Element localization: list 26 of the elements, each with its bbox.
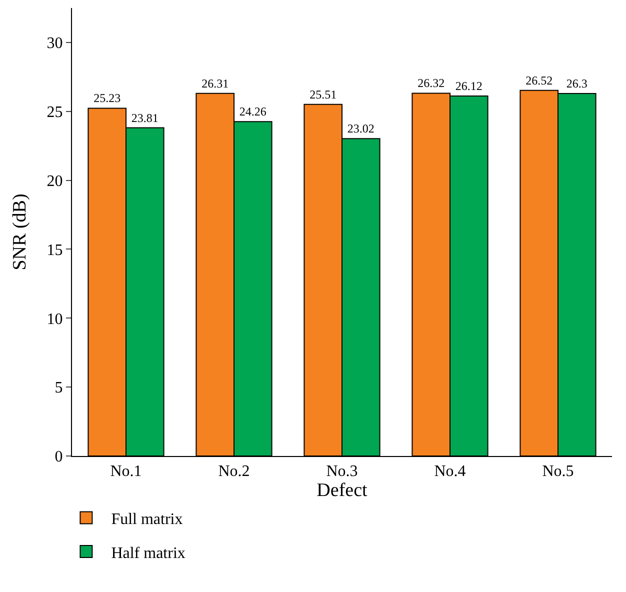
y-tick-label: 25 [46, 104, 63, 121]
y-tick-label: 15 [46, 242, 63, 259]
legend-label: Full matrix [111, 510, 183, 528]
x-tick-label: No.3 [326, 463, 358, 480]
data-label: 23.02 [347, 122, 374, 136]
data-label: 26.52 [526, 73, 553, 88]
x-tick-label: No.4 [434, 463, 466, 480]
x-tick-label: No.1 [110, 463, 142, 480]
y-axis-title: SNR (dB) [10, 194, 31, 270]
x-tick-label: No.5 [542, 463, 574, 480]
y-tick-label: 0 [54, 448, 63, 466]
y-tick-label: 5 [54, 380, 63, 397]
legend-label: Half matrix [111, 544, 186, 562]
data-label: 24.26 [239, 104, 266, 119]
data-label: 26.31 [202, 76, 229, 90]
data-label: 25.23 [94, 91, 121, 106]
data-label: 26.12 [455, 78, 482, 93]
x-tick-label: No.2 [218, 463, 250, 480]
data-label: 26.32 [418, 76, 445, 90]
data-label: 26.3 [566, 76, 588, 90]
y-tick-label: 10 [46, 310, 63, 328]
y-tick-label: 30 [46, 35, 63, 52]
data-label: 23.81 [131, 110, 158, 125]
x-axis-title: Defect [316, 480, 368, 502]
y-tick-label: 20 [46, 172, 63, 190]
data-label: 25.51 [310, 87, 337, 102]
